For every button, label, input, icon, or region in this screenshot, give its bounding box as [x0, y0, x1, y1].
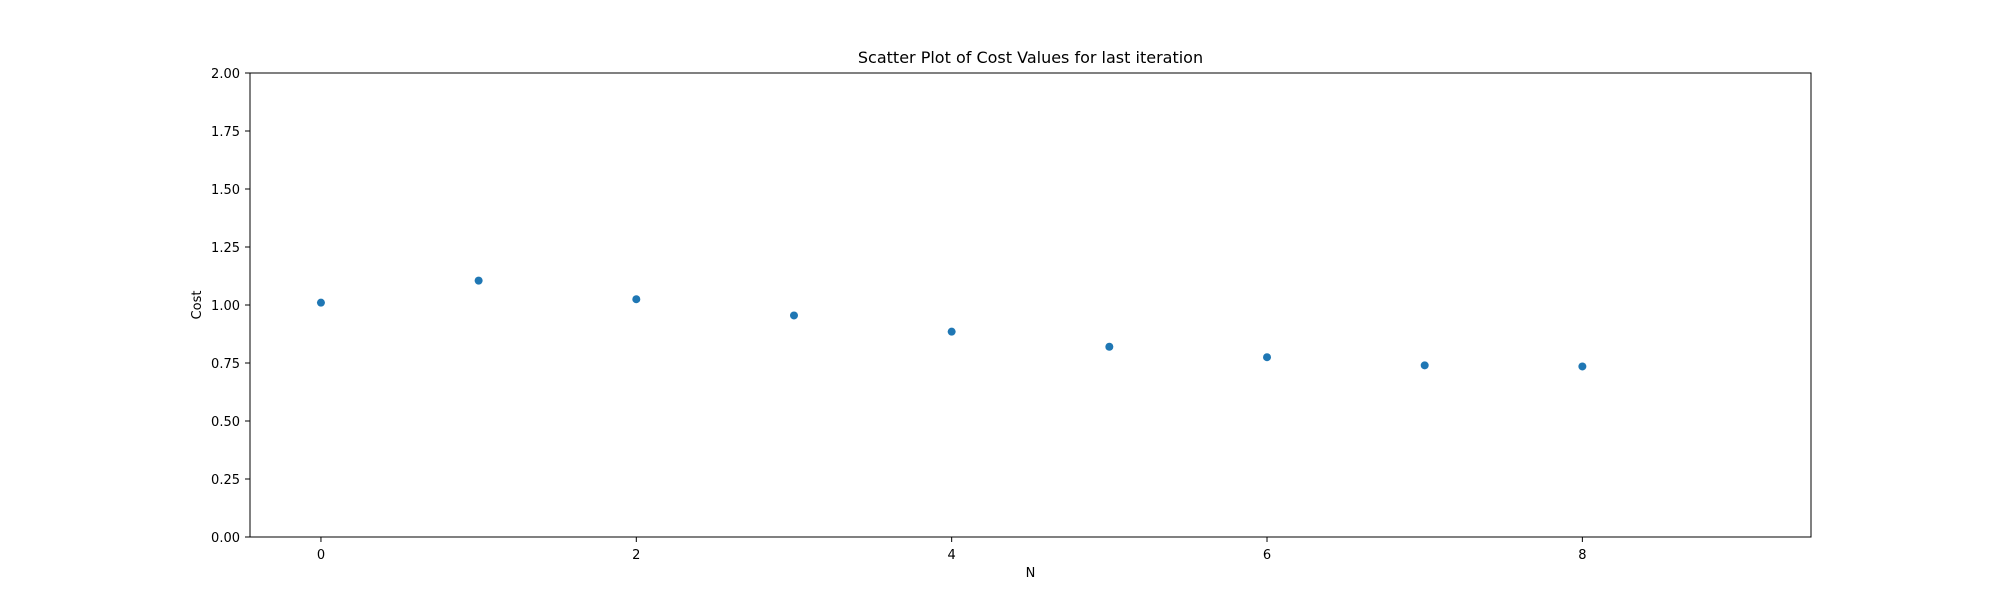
y-tick-label: 0.75 — [211, 357, 240, 372]
scatter-point — [316, 298, 325, 307]
y-tick-label: 0.50 — [211, 415, 240, 430]
x-tick-label: 0 — [317, 548, 325, 563]
x-tick-label: 2 — [632, 548, 640, 563]
x-tick-label: 6 — [1263, 548, 1271, 563]
scatter-point — [474, 276, 483, 285]
scatter-point — [632, 295, 641, 304]
y-tick-label: 0.25 — [211, 473, 240, 488]
y-axis-label: Cost — [190, 291, 205, 320]
y-tick-label: 1.25 — [211, 241, 240, 256]
y-tick-label: 1.50 — [211, 183, 240, 198]
y-tick-label: 0.00 — [211, 531, 240, 546]
scatter-point — [1420, 361, 1429, 370]
chart-title: Scatter Plot of Cost Values for last ite… — [858, 48, 1203, 67]
y-tick-label: 1.00 — [211, 299, 240, 314]
ticks-layer: 0 2 4 6 8 0.00 0.25 0.50 0.75 1.00 1.25 1.50 1.75 2.0… — [211, 67, 1586, 563]
scatter-point — [947, 327, 956, 336]
scatter-point — [789, 311, 798, 320]
scatter-point — [1105, 342, 1114, 351]
x-tick-label: 4 — [948, 548, 956, 563]
scatter-point — [1578, 362, 1587, 371]
scatter-point — [1263, 353, 1272, 362]
points-layer — [316, 276, 1587, 371]
y-tick-label: 2.00 — [211, 67, 240, 82]
x-tick-label: 8 — [1578, 548, 1586, 563]
y-tick-label: 1.75 — [211, 125, 240, 140]
x-axis-label: N — [1026, 566, 1036, 581]
plot-frame — [249, 72, 1812, 538]
